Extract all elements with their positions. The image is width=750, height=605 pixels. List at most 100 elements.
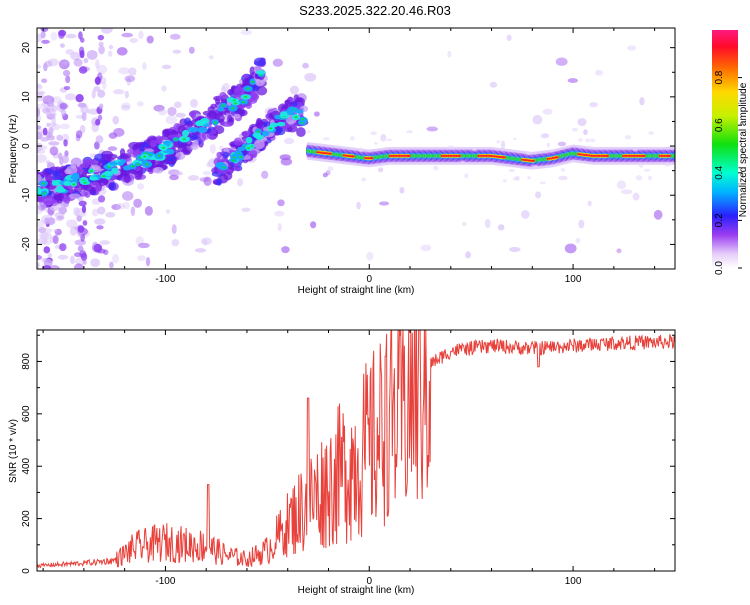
heat-blob bbox=[105, 211, 116, 218]
heat-blob bbox=[527, 176, 531, 180]
heat-blob bbox=[53, 228, 58, 233]
x-tick-label: 0 bbox=[366, 274, 372, 285]
heat-blob bbox=[296, 127, 306, 138]
heat-blob bbox=[61, 154, 69, 164]
heat-blob bbox=[45, 160, 51, 165]
heat-blob bbox=[232, 99, 236, 102]
heat-blob bbox=[216, 95, 223, 101]
heat-blob bbox=[83, 58, 89, 64]
heat-blob bbox=[161, 64, 172, 70]
heat-blob bbox=[269, 127, 273, 130]
heat-blob bbox=[95, 59, 100, 69]
heat-blob bbox=[578, 219, 585, 229]
heat-blob bbox=[56, 198, 63, 204]
heat-blob bbox=[100, 28, 113, 34]
heat-blob bbox=[635, 175, 643, 181]
y-tick-label: 10 bbox=[21, 91, 32, 103]
heat-blob bbox=[93, 86, 101, 92]
heat-blob bbox=[501, 156, 506, 159]
heat-blob bbox=[63, 60, 69, 66]
heat-blob bbox=[233, 137, 243, 146]
heat-blob bbox=[249, 66, 256, 76]
heat-blob bbox=[583, 129, 588, 136]
heat-blob bbox=[124, 90, 130, 99]
heat-blob bbox=[122, 165, 132, 171]
heat-blob bbox=[113, 127, 125, 137]
heat-blob bbox=[37, 186, 41, 192]
y-tick-label: 400 bbox=[21, 457, 32, 474]
heat-blob bbox=[462, 221, 467, 227]
heat-blob bbox=[227, 114, 233, 123]
heat-blob bbox=[203, 176, 212, 186]
heat-blob bbox=[251, 80, 255, 83]
heat-blob bbox=[98, 41, 104, 47]
heat-blob bbox=[589, 101, 598, 108]
heat-blob bbox=[190, 111, 196, 120]
heat-blob bbox=[68, 193, 81, 199]
heat-blob bbox=[59, 243, 67, 252]
heat-blob bbox=[128, 67, 137, 76]
heat-blob bbox=[624, 135, 632, 140]
heat-blob bbox=[500, 140, 506, 150]
spectrogram-heatmap bbox=[37, 28, 675, 269]
heat-blob bbox=[447, 50, 452, 58]
heat-blob bbox=[182, 129, 190, 137]
heat-blob bbox=[38, 232, 49, 239]
heat-blob bbox=[52, 234, 59, 245]
heat-blob bbox=[44, 217, 50, 225]
heat-blob bbox=[46, 122, 51, 128]
heat-blob bbox=[358, 147, 364, 153]
heat-blob bbox=[107, 146, 118, 151]
heat-blob bbox=[60, 108, 67, 117]
heat-blob bbox=[89, 170, 93, 173]
spectrogram-xlabel: Height of straight line (km) bbox=[298, 285, 415, 296]
heat-blob bbox=[276, 127, 286, 136]
heat-blob bbox=[638, 163, 644, 168]
heat-blob bbox=[37, 84, 43, 91]
heat-blob bbox=[578, 138, 584, 142]
heat-blob bbox=[208, 55, 214, 60]
heat-blob bbox=[641, 154, 646, 157]
heat-blob bbox=[90, 258, 101, 268]
heat-blob bbox=[155, 135, 163, 145]
snr-ticks: -100 0 100 0 200 400 600 800 bbox=[21, 330, 675, 587]
heat-blob bbox=[386, 138, 393, 142]
heat-blob bbox=[82, 159, 90, 169]
heat-blob bbox=[59, 123, 70, 130]
heat-blob bbox=[61, 133, 70, 143]
chart-title: S233.2025.322.20.46.R03 bbox=[299, 3, 451, 18]
heat-blob bbox=[666, 154, 671, 157]
heat-blob bbox=[253, 57, 266, 67]
heat-blob bbox=[82, 260, 87, 265]
heat-blob bbox=[111, 204, 122, 211]
heat-blob bbox=[366, 251, 374, 261]
heat-blob bbox=[121, 32, 134, 38]
heat-blob bbox=[59, 102, 68, 110]
heat-blob bbox=[97, 34, 105, 41]
heat-blob bbox=[97, 206, 106, 215]
heat-blob bbox=[79, 50, 85, 59]
heat-blob bbox=[471, 147, 477, 152]
heat-blob bbox=[594, 69, 603, 76]
heat-blob bbox=[76, 215, 82, 222]
heat-blob bbox=[41, 78, 48, 84]
heat-blob bbox=[255, 70, 266, 75]
heat-blob bbox=[172, 49, 182, 54]
heat-blob bbox=[350, 136, 355, 141]
heat-blob bbox=[512, 177, 520, 181]
heat-blob bbox=[120, 104, 131, 111]
heat-blob bbox=[104, 170, 113, 177]
heat-blob bbox=[112, 115, 120, 125]
heat-blob bbox=[97, 72, 103, 81]
heat-blob bbox=[233, 113, 241, 119]
heat-blob bbox=[643, 168, 651, 172]
heat-blob bbox=[64, 93, 76, 101]
heat-blob bbox=[40, 28, 49, 33]
snr-series-line bbox=[37, 330, 675, 569]
heat-blob bbox=[79, 250, 87, 259]
heat-blob bbox=[182, 143, 193, 154]
heat-blob bbox=[272, 58, 283, 67]
heat-blob bbox=[138, 242, 150, 249]
heat-blob bbox=[40, 31, 46, 39]
